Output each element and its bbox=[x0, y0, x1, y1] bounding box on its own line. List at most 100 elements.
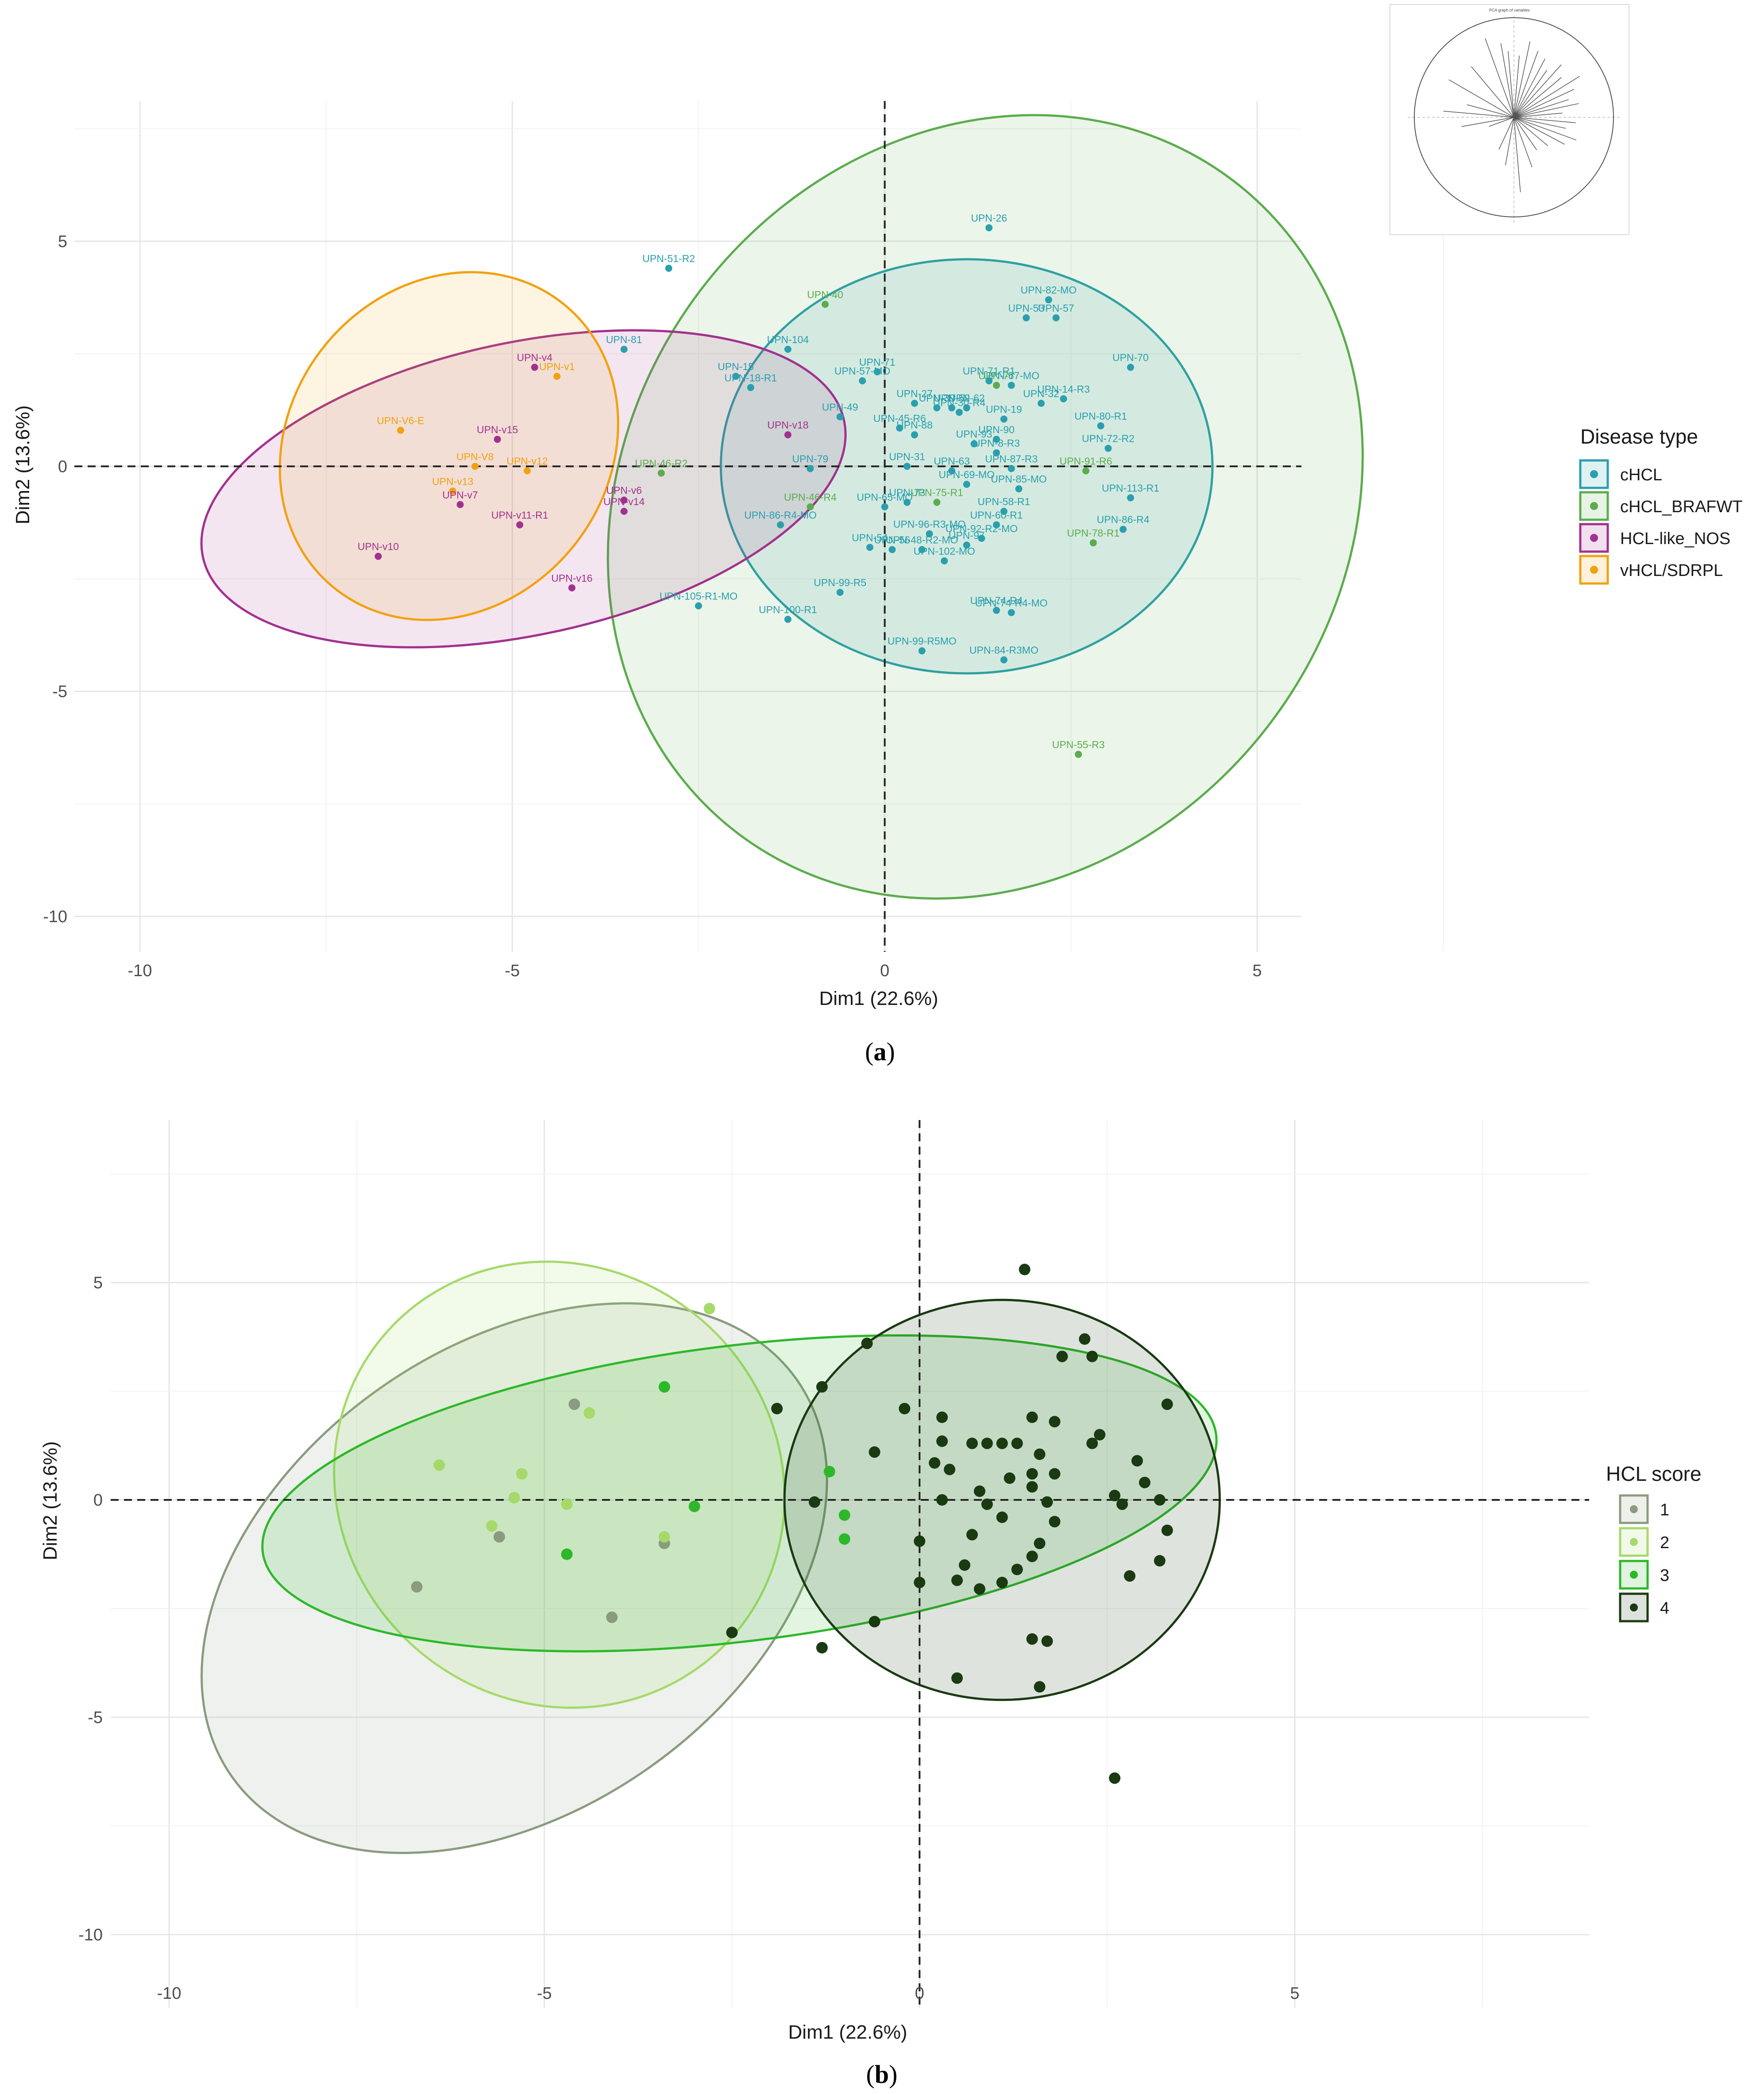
panel-a-tick-labels: -10 -5 0 5 5 0 -5 -10 bbox=[43, 232, 1262, 980]
legend-item: vHCL/SDRPL bbox=[1579, 555, 1723, 585]
data-point bbox=[508, 1492, 520, 1504]
inset-arrow bbox=[1513, 103, 1579, 118]
point-label: UPN-58-R1 bbox=[977, 496, 1030, 507]
data-point bbox=[914, 1535, 926, 1547]
inset-arrow bbox=[1500, 43, 1514, 118]
data-point bbox=[1082, 467, 1089, 475]
data-point bbox=[1109, 1490, 1121, 1502]
legend-key-dot bbox=[1630, 1538, 1638, 1546]
inset-arrow bbox=[1461, 117, 1514, 127]
data-point bbox=[955, 409, 963, 416]
data-point bbox=[665, 265, 672, 272]
data-point bbox=[993, 436, 1000, 443]
data-point bbox=[1049, 1516, 1061, 1528]
data-point bbox=[553, 373, 561, 380]
point-label: UPN-54 bbox=[852, 532, 888, 543]
data-point bbox=[926, 530, 933, 537]
inset-arrow bbox=[1513, 76, 1580, 118]
panel-a-reference-lines bbox=[74, 101, 1301, 952]
data-point bbox=[918, 647, 926, 655]
inset-arrow bbox=[1448, 79, 1514, 118]
legend-key-dot bbox=[1590, 502, 1598, 510]
point-label: UPN-31 bbox=[889, 451, 925, 462]
x-tick-label: 0 bbox=[880, 962, 889, 980]
point-label: UPN-45-R6 bbox=[873, 413, 926, 424]
data-point bbox=[1034, 1538, 1046, 1549]
data-point bbox=[516, 521, 524, 529]
data-point bbox=[838, 1509, 850, 1521]
point-label: UPN-55-R3 bbox=[1052, 739, 1105, 750]
point-label: UPN-73 bbox=[889, 487, 925, 498]
point-label: UPN-92-R2-MO bbox=[946, 523, 1018, 534]
data-point bbox=[1011, 1564, 1023, 1576]
data-point bbox=[993, 382, 1000, 389]
legend-key-dot bbox=[1590, 566, 1598, 574]
y-tick-label: -5 bbox=[88, 1708, 103, 1727]
point-label: UPN-15 bbox=[718, 361, 754, 372]
confidence-ellipse-vhcl-sdrpl bbox=[278, 271, 619, 621]
confidence-ellipse-hcl-like-nos bbox=[200, 329, 847, 649]
x-tick-label: 5 bbox=[1290, 1984, 1299, 2003]
data-point bbox=[561, 1548, 573, 1560]
data-point bbox=[1079, 1333, 1091, 1345]
data-point bbox=[471, 463, 479, 470]
inset-arrow bbox=[1467, 104, 1514, 118]
point-label: UPN-77 bbox=[978, 370, 1015, 381]
data-point bbox=[936, 1494, 948, 1506]
data-point bbox=[1127, 363, 1134, 371]
inset-arrow bbox=[1513, 99, 1569, 118]
data-point bbox=[1094, 1429, 1106, 1441]
point-label: UPN-27 bbox=[896, 388, 933, 399]
data-point bbox=[561, 1498, 573, 1510]
point-label: UPN-v12 bbox=[506, 456, 548, 467]
data-point bbox=[1034, 1448, 1046, 1460]
y-tick-label: 5 bbox=[93, 1274, 103, 1292]
data-point bbox=[449, 487, 456, 495]
data-point bbox=[456, 501, 464, 508]
inset-variable-arrows bbox=[1443, 38, 1580, 193]
data-point bbox=[726, 1627, 738, 1638]
data-point bbox=[568, 1398, 580, 1410]
point-label: UPN-19 bbox=[986, 404, 1022, 415]
data-point bbox=[1000, 508, 1007, 515]
panel-a-x-axis-title: Dim1 (22.6%) bbox=[819, 988, 938, 1009]
panel-b-y-axis-title: Dim2 (13.6%) bbox=[39, 1441, 61, 1561]
inset-arrow bbox=[1513, 117, 1577, 141]
point-label: UPN-70 bbox=[1112, 352, 1149, 363]
data-point bbox=[959, 1559, 971, 1571]
inset-arrow bbox=[1513, 77, 1562, 118]
data-point bbox=[1023, 314, 1030, 321]
data-point bbox=[1139, 1476, 1150, 1488]
legend-item: 4 bbox=[1619, 1592, 1669, 1623]
legend-label: cHCL bbox=[1620, 466, 1662, 484]
data-point bbox=[888, 546, 896, 553]
panel-a-y-axis-title: Dim2 (13.6%) bbox=[12, 406, 34, 525]
data-point bbox=[1026, 1633, 1038, 1645]
data-point bbox=[1104, 444, 1112, 452]
confidence-ellipse-chcl-brafwt bbox=[606, 114, 1364, 900]
point-label: UPN-v4 bbox=[517, 352, 553, 363]
inset-arrow bbox=[1513, 58, 1546, 118]
inset-arrow bbox=[1513, 41, 1531, 118]
panel-b-legend: HCL score 1 2 3 4 bbox=[1606, 1462, 1702, 1623]
data-point bbox=[966, 1529, 978, 1541]
point-label: UPN-86-R4-MO bbox=[744, 510, 817, 521]
point-label: UPN-74-R4-MO bbox=[975, 597, 1048, 609]
inset-arrow bbox=[1471, 66, 1514, 118]
data-point bbox=[836, 413, 844, 421]
data-point bbox=[903, 498, 911, 506]
data-point bbox=[873, 368, 881, 375]
data-point bbox=[658, 1381, 670, 1393]
point-label: UPN-46-R4 bbox=[784, 491, 837, 503]
point-label: UPN-v18 bbox=[767, 419, 808, 431]
data-point bbox=[1026, 1468, 1038, 1480]
data-point bbox=[620, 508, 628, 515]
data-point bbox=[374, 552, 382, 560]
point-label: UPN-88 bbox=[896, 419, 933, 431]
inset-arrow bbox=[1513, 117, 1532, 168]
data-point bbox=[1154, 1494, 1166, 1506]
data-point bbox=[978, 535, 985, 542]
data-point bbox=[1052, 314, 1060, 321]
